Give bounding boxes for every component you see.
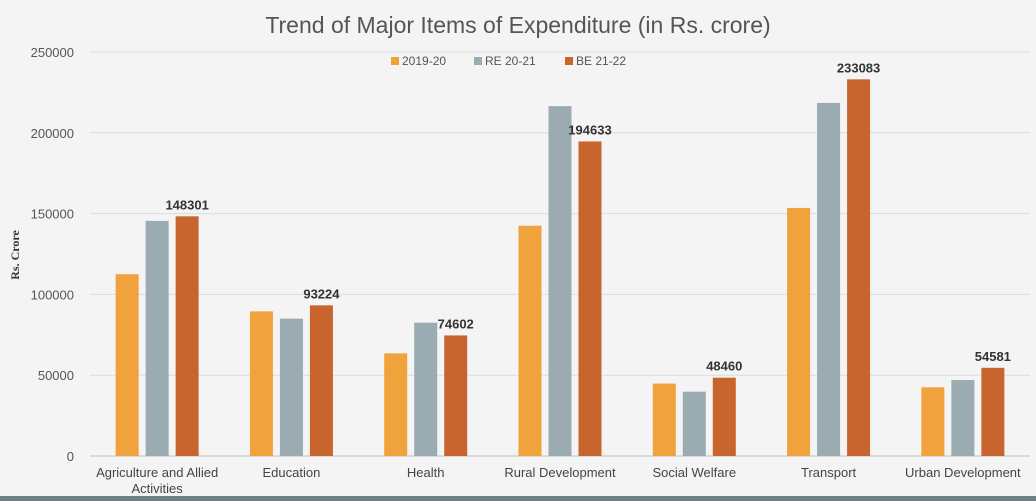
data-label: 74602	[438, 316, 474, 331]
bar	[712, 377, 736, 456]
y-axis-label: Rs. Crore	[8, 230, 22, 280]
bar	[249, 311, 273, 456]
bar	[414, 322, 438, 456]
bar	[817, 102, 841, 457]
bar	[145, 220, 169, 456]
x-tick-label: Health	[407, 465, 445, 480]
y-axis-ticks: 0 50000 100000 150000 200000 250000	[31, 45, 74, 464]
legend-swatch	[565, 57, 573, 65]
x-tick-label: Urban Development	[905, 465, 1021, 480]
y-tick-label: 0	[67, 449, 74, 464]
legend-label: 2019-20	[402, 54, 446, 68]
bar	[444, 335, 468, 456]
x-tick-label: Rural Development	[504, 465, 616, 480]
y-tick-label: 50000	[38, 368, 74, 383]
bar	[652, 383, 676, 456]
bar	[981, 367, 1005, 456]
legend-swatch	[474, 57, 482, 65]
bar	[309, 305, 333, 456]
x-tick-label: Agriculture and Allied	[96, 465, 218, 480]
y-tick-label: 150000	[31, 207, 74, 222]
bar	[921, 387, 945, 456]
bar	[279, 318, 303, 456]
bar	[518, 225, 542, 456]
bottom-border	[0, 496, 1036, 501]
y-tick-label: 100000	[31, 287, 74, 302]
bar	[578, 141, 602, 456]
bar	[847, 79, 871, 456]
data-label: 148301	[165, 197, 208, 212]
data-label: 48460	[706, 359, 742, 374]
bar	[384, 353, 408, 456]
data-label: 54581	[975, 349, 1011, 364]
x-tick-label: Education	[263, 465, 321, 480]
bar	[787, 207, 811, 456]
legend-swatch	[391, 57, 399, 65]
bar	[951, 380, 975, 456]
y-tick-label: 200000	[31, 126, 74, 141]
x-tick-label: Social Welfare	[652, 465, 736, 480]
bar	[682, 391, 706, 456]
data-label: 194633	[568, 122, 611, 137]
data-labels: 148301 93224 74602 194633 48460 233083 54581	[165, 60, 1010, 373]
legend-label: RE 20-21	[485, 54, 536, 68]
y-tick-label: 250000	[31, 45, 74, 60]
legend-label: BE 21-22	[576, 54, 626, 68]
data-label: 233083	[837, 60, 880, 75]
bars	[115, 79, 1005, 457]
bar	[548, 106, 572, 457]
legend: 2019-20 RE 20-21 BE 21-22	[391, 54, 626, 68]
data-label: 93224	[303, 286, 340, 301]
x-tick-label: Transport	[801, 465, 857, 480]
chart-title: Trend of Major Items of Expenditure (in …	[265, 12, 770, 38]
x-tick-label: Activities	[131, 481, 183, 496]
bar	[175, 216, 199, 456]
bar	[115, 274, 139, 456]
